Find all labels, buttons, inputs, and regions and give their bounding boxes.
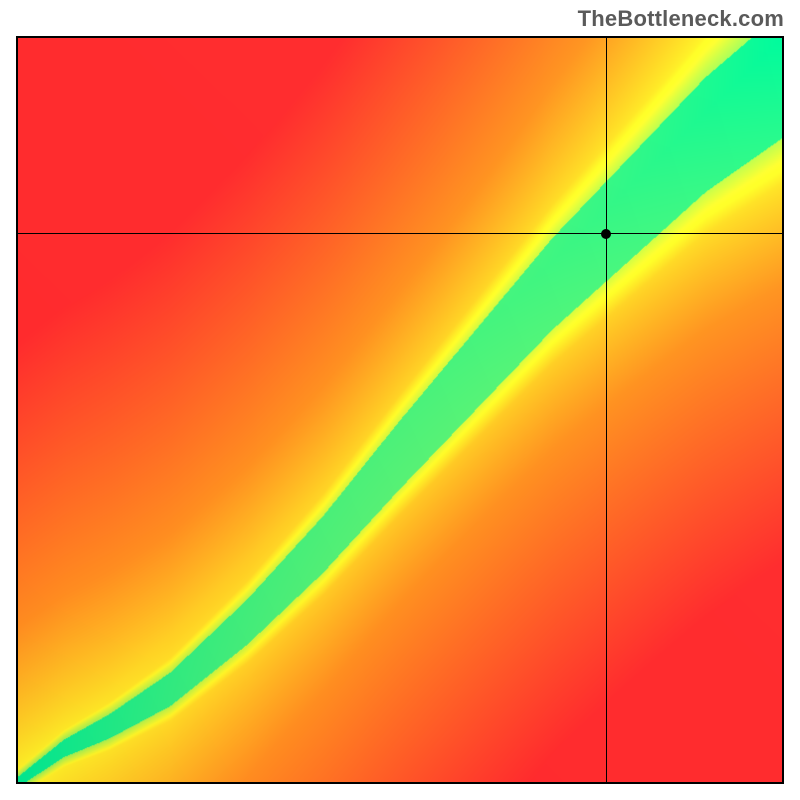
heatmap-canvas	[18, 38, 782, 782]
plot-area	[16, 36, 784, 784]
chart-container: TheBottleneck.com	[0, 0, 800, 800]
watermark-text: TheBottleneck.com	[578, 6, 784, 32]
